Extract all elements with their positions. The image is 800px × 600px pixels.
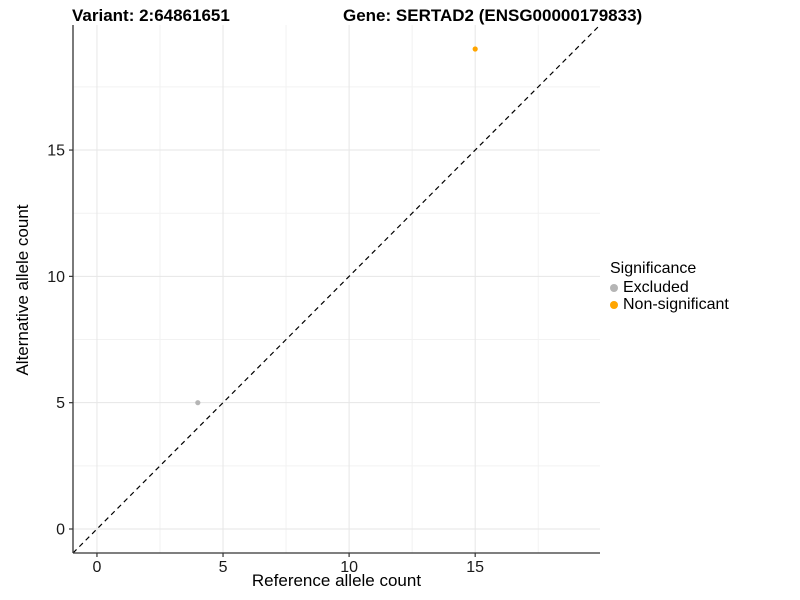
x-tick-label: 5 (219, 559, 228, 576)
y-tick-label: 0 (56, 522, 65, 539)
legend: Significance Excluded Non-significant (610, 260, 729, 313)
x-tick-label: 15 (466, 559, 484, 576)
legend-item-label: Excluded (623, 279, 689, 296)
x-tick-label: 10 (340, 559, 358, 576)
x-tick-label: 0 (93, 559, 102, 576)
data-point (472, 46, 478, 52)
y-tick-label: 5 (56, 395, 65, 412)
legend-item-non-significant: Non-significant (610, 296, 729, 313)
identity-reference-line (73, 25, 600, 553)
gene-title: Gene: SERTAD2 (ENSG00000179833) (343, 6, 643, 25)
y-tick-label: 10 (47, 269, 65, 286)
legend-item-excluded: Excluded (610, 279, 729, 296)
x-axis-label: Reference allele count (251, 571, 422, 590)
y-tick-label: 15 (47, 143, 65, 160)
variant-title: Variant: 2:64861651 (72, 6, 230, 25)
legend-title: Significance (610, 260, 697, 277)
data-point (195, 400, 201, 406)
legend-item-label: Non-significant (623, 296, 729, 313)
y-axis-label: Alternative allele count (13, 204, 32, 376)
non-significant-dot-icon (610, 300, 618, 309)
excluded-dot-icon (610, 283, 618, 292)
